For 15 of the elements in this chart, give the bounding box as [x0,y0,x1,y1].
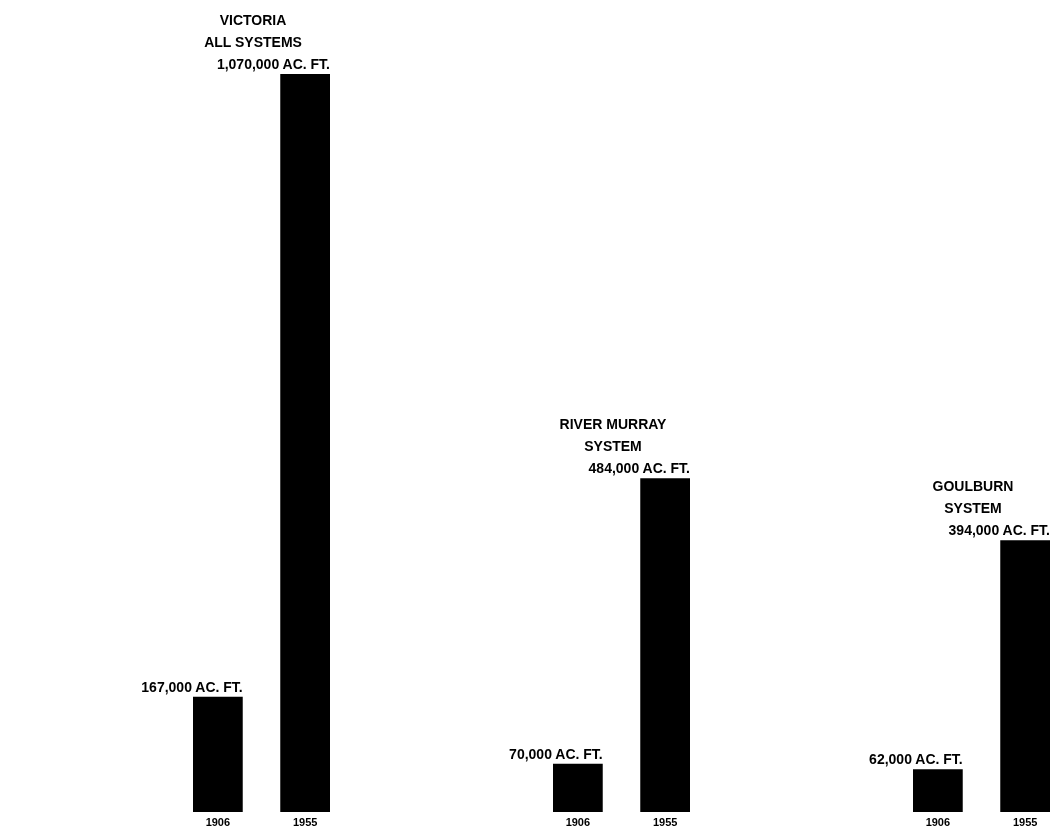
x-tick-label: 1906 [205,815,231,828]
x-tick-label: 1906 [565,815,591,828]
data-label: 484,000 AC. FT. [588,460,690,477]
chart-title: RIVER MURRAY SYSTEM [559,416,668,455]
data-label: 70,000 AC. FT. [509,745,603,762]
data-label: 394,000 AC. FT. [948,522,1050,539]
data-label: 62,000 AC. FT. [869,751,963,768]
chart-title: GOULBURN SYSTEM [932,478,1014,517]
data-label: 1,070,000 AC. FT. [216,56,330,72]
x-tick-label: 1955 [292,815,318,828]
data-label: 167,000 AC. FT. [141,678,243,695]
x-tick-label: 1906 [925,815,951,828]
x-tick-label: 1955 [1012,815,1038,828]
chart-title: VICTORIA ALL SYSTEMS [204,12,302,50]
x-tick-label: 1955 [652,815,678,828]
